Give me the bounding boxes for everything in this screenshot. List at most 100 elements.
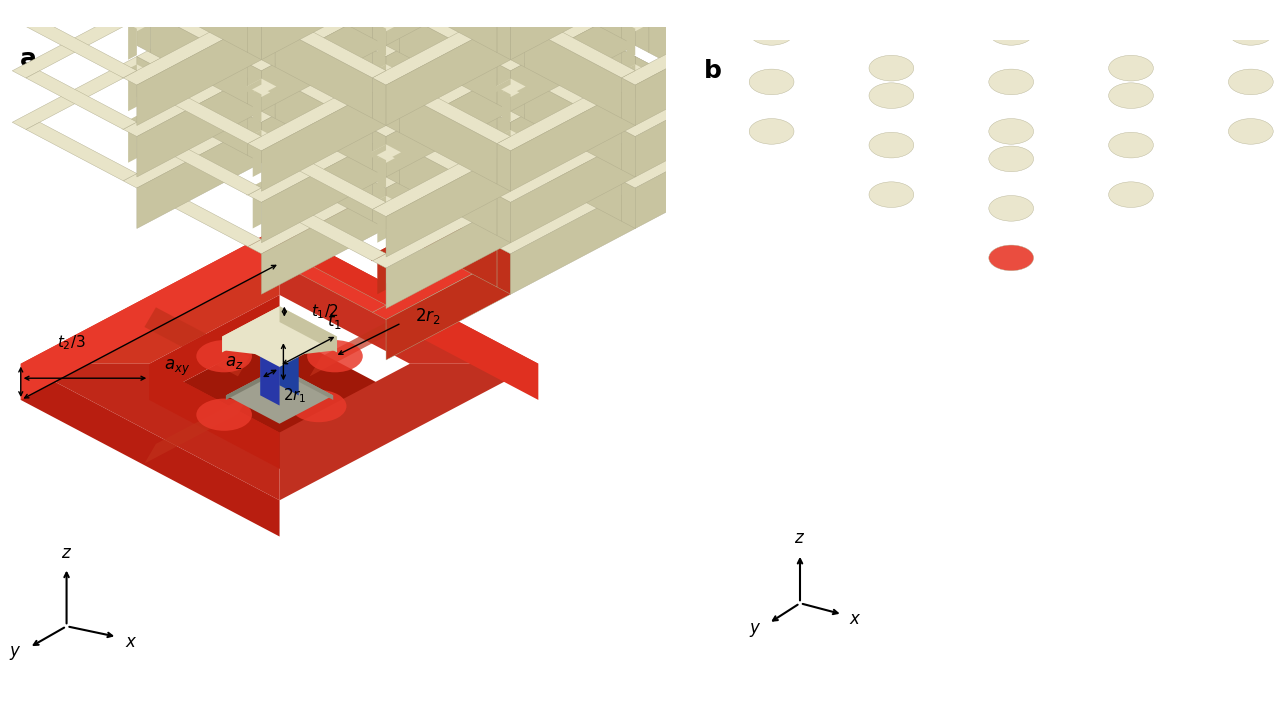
Polygon shape xyxy=(137,0,275,64)
Polygon shape xyxy=(225,367,333,424)
Polygon shape xyxy=(137,122,275,195)
Polygon shape xyxy=(387,253,511,360)
Polygon shape xyxy=(151,0,248,53)
Polygon shape xyxy=(399,85,511,143)
Polygon shape xyxy=(372,0,387,45)
Polygon shape xyxy=(626,125,635,163)
Polygon shape xyxy=(26,71,137,130)
Polygon shape xyxy=(275,253,387,312)
Polygon shape xyxy=(635,19,760,125)
Polygon shape xyxy=(635,64,746,122)
Polygon shape xyxy=(399,137,511,195)
Polygon shape xyxy=(511,122,525,170)
Polygon shape xyxy=(372,115,511,188)
Polygon shape xyxy=(387,144,497,202)
Text: $z$: $z$ xyxy=(61,544,72,562)
Polygon shape xyxy=(260,342,279,395)
Polygon shape xyxy=(649,12,746,104)
Polygon shape xyxy=(495,130,511,144)
Polygon shape xyxy=(497,12,511,60)
Polygon shape xyxy=(399,188,511,246)
Ellipse shape xyxy=(196,399,252,431)
Polygon shape xyxy=(279,367,333,400)
Polygon shape xyxy=(511,137,635,243)
Polygon shape xyxy=(122,13,152,29)
Ellipse shape xyxy=(749,69,794,95)
Polygon shape xyxy=(387,0,497,19)
Polygon shape xyxy=(502,139,520,148)
Polygon shape xyxy=(387,5,399,53)
Polygon shape xyxy=(247,0,261,12)
Polygon shape xyxy=(247,78,261,92)
Polygon shape xyxy=(635,56,649,104)
Polygon shape xyxy=(151,137,261,195)
Polygon shape xyxy=(261,122,275,170)
Polygon shape xyxy=(261,5,387,111)
Polygon shape xyxy=(372,246,511,320)
Polygon shape xyxy=(151,64,248,156)
Polygon shape xyxy=(387,122,511,228)
Polygon shape xyxy=(387,122,525,195)
Polygon shape xyxy=(495,181,511,195)
Polygon shape xyxy=(372,195,511,268)
Polygon shape xyxy=(123,63,261,137)
Text: $x$: $x$ xyxy=(850,610,861,628)
Polygon shape xyxy=(20,227,279,400)
Polygon shape xyxy=(20,227,279,364)
Polygon shape xyxy=(261,0,372,5)
Polygon shape xyxy=(399,92,497,184)
Polygon shape xyxy=(372,12,511,85)
Polygon shape xyxy=(635,0,746,19)
Polygon shape xyxy=(261,188,399,261)
Polygon shape xyxy=(511,0,635,60)
Polygon shape xyxy=(123,115,261,188)
Polygon shape xyxy=(371,116,387,130)
Polygon shape xyxy=(621,116,650,132)
Polygon shape xyxy=(275,0,372,90)
Ellipse shape xyxy=(869,182,914,207)
Polygon shape xyxy=(387,56,399,104)
Polygon shape xyxy=(261,137,387,243)
Polygon shape xyxy=(378,205,394,215)
Polygon shape xyxy=(371,64,401,80)
Polygon shape xyxy=(150,295,279,400)
Polygon shape xyxy=(371,248,387,261)
Ellipse shape xyxy=(1229,19,1274,45)
Polygon shape xyxy=(525,71,635,130)
Polygon shape xyxy=(626,73,635,111)
Polygon shape xyxy=(387,150,511,257)
Polygon shape xyxy=(511,0,622,56)
Polygon shape xyxy=(378,205,387,243)
Polygon shape xyxy=(261,188,387,294)
Polygon shape xyxy=(502,59,520,68)
Ellipse shape xyxy=(989,0,1034,18)
Polygon shape xyxy=(399,0,511,12)
Polygon shape xyxy=(399,0,497,53)
Polygon shape xyxy=(225,367,279,400)
Polygon shape xyxy=(626,22,635,60)
Polygon shape xyxy=(261,78,372,137)
Ellipse shape xyxy=(1108,83,1153,109)
Polygon shape xyxy=(122,13,137,27)
Polygon shape xyxy=(261,56,399,130)
Text: $y$: $y$ xyxy=(9,644,22,662)
Ellipse shape xyxy=(749,119,794,144)
Polygon shape xyxy=(497,0,635,71)
Polygon shape xyxy=(626,73,644,83)
Polygon shape xyxy=(137,0,248,19)
Polygon shape xyxy=(248,115,261,163)
Polygon shape xyxy=(626,22,644,31)
Polygon shape xyxy=(248,0,387,19)
Polygon shape xyxy=(151,0,261,12)
Polygon shape xyxy=(128,125,137,163)
Polygon shape xyxy=(122,64,137,78)
Polygon shape xyxy=(260,342,298,363)
Text: $z$: $z$ xyxy=(795,529,805,547)
Polygon shape xyxy=(137,0,275,12)
Polygon shape xyxy=(252,88,261,125)
Polygon shape xyxy=(399,12,497,104)
Polygon shape xyxy=(371,145,387,158)
Polygon shape xyxy=(279,227,539,400)
Polygon shape xyxy=(497,115,511,163)
Polygon shape xyxy=(248,181,387,253)
